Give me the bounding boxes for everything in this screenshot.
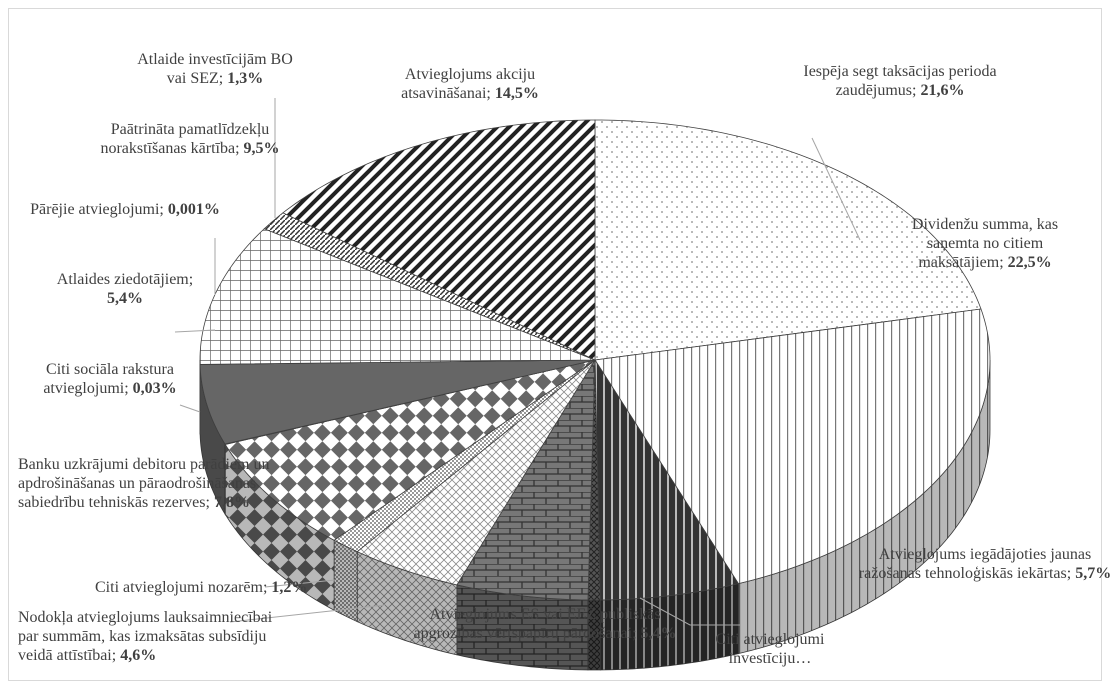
pie-slice (456, 358, 596, 601)
label-value: 5,7% (1075, 565, 1111, 582)
label-separator: ; (235, 140, 244, 157)
label-name: Nodokļa atvieglojums lauksaimniecībai pa… (18, 609, 273, 664)
data-label: Paātrināta pamatlīdzekļu norakstīšanas k… (70, 120, 310, 158)
leader-line (174, 329, 216, 333)
pie-slice (594, 119, 982, 361)
pie-slice (224, 359, 596, 541)
label-name: Atvieglojums iegādājoties jaunas ražošan… (858, 546, 1092, 582)
label-separator: ; (262, 579, 272, 596)
label-value: 0,03% (132, 380, 177, 397)
data-label: Atvieglojums iegādājoties jaunas ražošan… (855, 545, 1111, 583)
label-separator: ; (124, 380, 133, 397)
pie-side-shade (600, 583, 739, 670)
label-value: 5,4% (107, 290, 143, 307)
label-separator: ; (1066, 565, 1076, 582)
leader-line (811, 137, 861, 241)
label-separator: ; (159, 201, 168, 218)
data-label: Pārējie atvieglojumi; 0,001% (30, 200, 220, 219)
label-name: Atvieglojums ES vai EEZ publiskās apgroz… (413, 606, 661, 642)
label-separator: ; (999, 254, 1008, 271)
label-value: 4,6% (120, 647, 157, 664)
leader-line (639, 597, 740, 626)
pie-slice (282, 119, 596, 361)
leader-line (179, 404, 201, 413)
label-separator: ; (188, 271, 194, 288)
pie-slice (356, 359, 596, 586)
label-value: 7,8% (213, 494, 250, 511)
label-name: Pārējie atvieglojumi (30, 201, 160, 218)
label-name: Atlaide investīcijām BO vai SEZ (137, 51, 293, 87)
label-name: Paātrināta pamatlīdzekļu norakstīšanas k… (100, 121, 270, 157)
pie-side-shade (200, 364, 225, 515)
label-name: Citi atvieglojumi investīciju… (715, 631, 825, 667)
pie-slice (333, 359, 596, 553)
label-value: 9,5% (243, 140, 280, 157)
pie-side-shade (456, 584, 588, 670)
label-name: Iespēja segt taksācijas perioda zaudējum… (803, 63, 997, 99)
label-separator: ; (218, 70, 228, 87)
pie-slice (594, 308, 991, 585)
label-separator: ; (205, 494, 214, 511)
data-label: Citi sociāla rakstura atvieglojumi; 0,03… (15, 360, 205, 398)
label-value: 22,5% (1007, 254, 1052, 271)
data-label: Atvieglojums akciju atsavināšanai; 14,5% (360, 65, 580, 103)
label-name: Dividenžu summa, kas saņemta no citiem m… (911, 216, 1059, 271)
data-label: Atlaide investīcijām BO vai SEZ; 1,3% (135, 50, 295, 88)
label-value: 0,001% (167, 201, 220, 218)
label-separator: ; (486, 85, 495, 102)
data-label: Nodokļa atvieglojums lauksaimniecībai pa… (18, 608, 288, 665)
pie-side-shade (738, 360, 990, 654)
label-name: Banku uzkrājumi debitoru parādiem un apd… (18, 456, 270, 511)
data-label: Banku uzkrājumi debitoru parādiem un apd… (18, 455, 273, 512)
label-name: Citi sociāla rakstura atvieglojumi (43, 361, 174, 397)
pie-slice (594, 358, 740, 601)
leader-line (229, 604, 386, 623)
data-label: Citi atvieglojumi investīciju… (695, 630, 845, 668)
data-label: Iespēja segt taksācijas perioda zaudējum… (790, 62, 1010, 100)
pie-slice (263, 212, 596, 361)
leader-line (264, 579, 336, 588)
label-name: Atlaides ziedotājiem (56, 271, 189, 288)
pie-side-shade (587, 599, 601, 670)
data-label: Dividenžu summa, kas saņemta no citiem m… (910, 215, 1060, 272)
data-label: Atvieglojums ES vai EEZ publiskās apgroz… (395, 605, 695, 643)
label-value: 21,6% (920, 82, 965, 99)
label-separator: ; (632, 625, 641, 642)
label-separator: ; (911, 82, 921, 99)
pie-side-shade (334, 540, 358, 622)
chart-frame (8, 8, 1102, 681)
label-value: 14,5% (494, 85, 539, 102)
label-name: Citi atvieglojumi nozarēm (95, 579, 263, 596)
label-value: 1,2% (271, 579, 308, 596)
label-value: 1,3% (227, 70, 264, 87)
label-name: Atvieglojums akciju atsavināšanai (401, 66, 536, 102)
pie-side-shade (225, 444, 335, 611)
leader-lines (174, 98, 861, 626)
data-label: Citi atvieglojumi nozarēm; 1,2% (95, 578, 415, 597)
label-separator: ; (111, 647, 121, 664)
data-label: Atlaides ziedotājiem; 5,4% (55, 270, 195, 308)
pie-side-shade (357, 551, 457, 655)
label-value: 5,4% (640, 625, 677, 642)
pie-slice (199, 359, 596, 445)
